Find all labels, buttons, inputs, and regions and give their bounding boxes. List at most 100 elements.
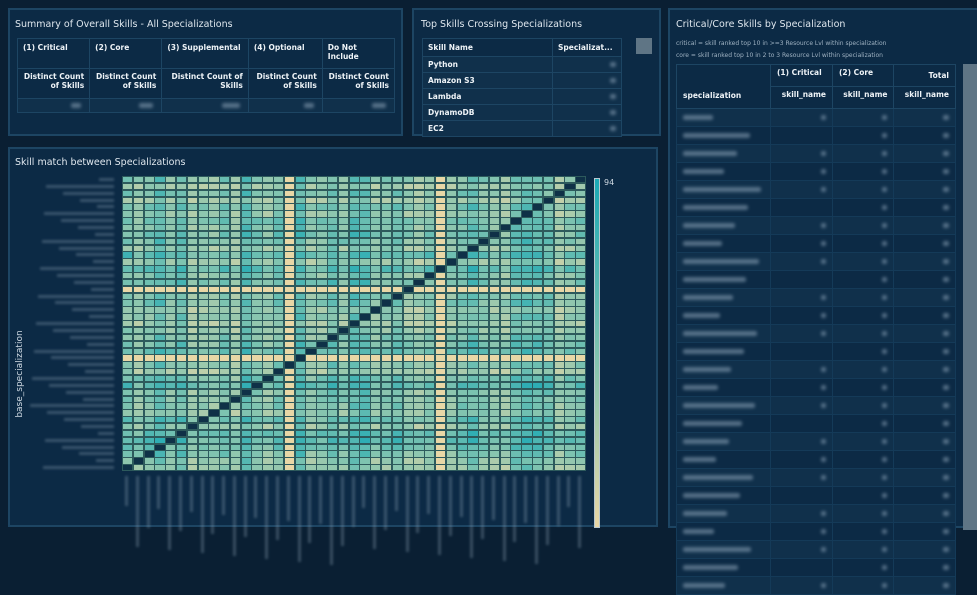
heatmap-cell[interactable] [262, 230, 274, 239]
table-row[interactable] [676, 396, 956, 415]
heatmap-cell[interactable] [434, 189, 447, 198]
heatmap-cell[interactable] [359, 210, 371, 218]
heatmap-cell[interactable] [305, 237, 317, 246]
heatmap-cell[interactable] [132, 189, 145, 198]
heatmap-cell[interactable] [294, 203, 306, 211]
heatmap-cell[interactable] [154, 196, 166, 204]
heatmap-cell[interactable] [208, 210, 220, 218]
heatmap-cell[interactable] [165, 210, 177, 218]
table-row[interactable] [676, 198, 956, 217]
heatmap-cell[interactable] [305, 217, 317, 225]
heatmap-cell[interactable] [186, 176, 199, 184]
heatmap-cell[interactable] [316, 230, 328, 239]
heatmap-cell[interactable] [424, 224, 436, 232]
heatmap-cell[interactable] [251, 189, 263, 198]
heatmap-cell[interactable] [294, 224, 306, 232]
heatmap-cell[interactable] [575, 189, 587, 198]
heatmap-cell[interactable] [532, 217, 544, 225]
heatmap-cell[interactable] [143, 224, 155, 232]
heatmap-cell[interactable] [348, 210, 360, 218]
heatmap-cell[interactable] [154, 182, 166, 191]
heatmap-cell[interactable] [391, 203, 404, 211]
heatmap-cell[interactable] [521, 189, 533, 198]
heatmap-cell[interactable] [229, 217, 242, 225]
heatmap-cell[interactable] [445, 189, 457, 198]
heatmap-cell[interactable] [359, 217, 371, 225]
heatmap-cell[interactable] [575, 217, 587, 225]
heatmap-cell[interactable] [154, 237, 166, 246]
heatmap-cell[interactable] [488, 196, 501, 204]
heatmap-cell[interactable] [327, 203, 339, 211]
heatmap-cell[interactable] [499, 182, 511, 191]
heatmap-cell[interactable] [553, 217, 565, 225]
heatmap-cell[interactable] [197, 203, 209, 211]
heatmap-cell[interactable] [122, 176, 134, 184]
heatmap-cell[interactable] [154, 230, 166, 239]
heatmap-cell[interactable] [445, 203, 457, 211]
heatmap-cell[interactable] [208, 203, 220, 211]
heatmap-cell[interactable] [478, 224, 490, 232]
heatmap-cell[interactable] [510, 203, 522, 211]
heatmap-cell[interactable] [262, 237, 274, 246]
heatmap-cell[interactable] [564, 230, 576, 239]
heatmap-cell[interactable] [434, 217, 447, 225]
heatmap-cell[interactable] [488, 217, 501, 225]
heatmap-cell[interactable] [445, 224, 457, 232]
heatmap-cell[interactable] [424, 210, 436, 218]
heatmap-cell[interactable] [467, 196, 479, 204]
heatmap-cell[interactable] [542, 464, 555, 472]
heatmap-cell[interactable] [240, 189, 252, 198]
heatmap-cell[interactable] [359, 176, 371, 184]
heatmap-cell[interactable] [564, 464, 576, 472]
heatmap-cell[interactable] [478, 176, 490, 184]
heatmap-cell[interactable] [478, 189, 490, 198]
heatmap-cell[interactable] [434, 176, 447, 184]
heatmap-cell[interactable] [510, 217, 522, 225]
heatmap-cell[interactable] [262, 182, 274, 191]
heatmap-cell[interactable] [219, 464, 231, 472]
scrollbar[interactable] [636, 38, 652, 54]
heatmap-cell[interactable] [122, 210, 134, 218]
heatmap-cell[interactable] [240, 464, 252, 472]
heatmap-cell[interactable] [467, 176, 479, 184]
heatmap-cell[interactable] [553, 182, 565, 191]
heatmap-cell[interactable] [273, 217, 285, 225]
heatmap-cell[interactable] [499, 237, 511, 246]
table-row[interactable] [676, 468, 956, 487]
heatmap-cell[interactable] [499, 464, 511, 472]
heatmap-cell[interactable] [510, 182, 522, 191]
summary-col-header[interactable]: (3) Supplemental [161, 38, 249, 69]
heatmap-cell[interactable] [424, 203, 436, 211]
heatmap-cell[interactable] [510, 230, 522, 239]
heatmap-cell[interactable] [467, 464, 479, 472]
heatmap-cell[interactable] [186, 237, 199, 246]
heatmap-cell[interactable] [175, 210, 188, 218]
heatmap-cell[interactable] [316, 203, 328, 211]
heatmap-cell[interactable] [456, 217, 468, 225]
heatmap-cell[interactable] [359, 196, 371, 204]
heatmap-cell[interactable] [208, 182, 220, 191]
heatmap-cell[interactable] [208, 176, 220, 184]
heatmap-cell[interactable] [262, 210, 274, 218]
heatmap-cell[interactable] [488, 182, 501, 191]
heatmap-cell[interactable] [348, 237, 360, 246]
heatmap-cell[interactable] [186, 210, 199, 218]
heatmap-cell[interactable] [122, 224, 134, 232]
heatmap-cell[interactable] [197, 230, 209, 239]
summary-col-header[interactable]: (1) Critical [16, 38, 91, 69]
heatmap-cell[interactable] [154, 217, 166, 225]
table-row[interactable]: Lambda [422, 88, 622, 105]
heatmap-cell[interactable] [521, 230, 533, 239]
heatmap-cell[interactable] [434, 230, 447, 239]
heatmap-cell[interactable] [122, 203, 134, 211]
heatmap-cell[interactable] [380, 217, 393, 225]
heatmap-cell[interactable] [370, 464, 382, 472]
heatmap-cell[interactable] [143, 217, 155, 225]
heatmap-cell[interactable] [240, 237, 252, 246]
heatmap-cell[interactable] [380, 189, 393, 198]
heatmap-cell[interactable] [553, 189, 565, 198]
heatmap-cell[interactable] [532, 210, 544, 218]
heatmap-cell[interactable] [499, 203, 511, 211]
col-critical[interactable]: (1) Critical [770, 64, 833, 87]
heatmap-cell[interactable] [219, 230, 231, 239]
